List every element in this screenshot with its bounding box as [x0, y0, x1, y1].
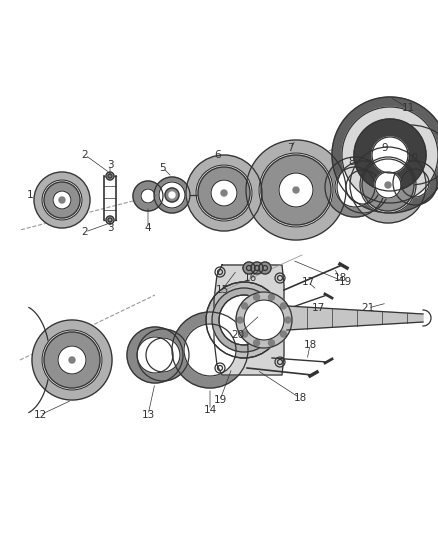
- Text: 5: 5: [160, 163, 166, 173]
- Polygon shape: [58, 346, 86, 374]
- Polygon shape: [106, 172, 114, 180]
- Polygon shape: [137, 329, 189, 381]
- Text: 9: 9: [381, 143, 389, 153]
- Text: 3: 3: [107, 223, 113, 233]
- Polygon shape: [325, 157, 385, 217]
- Polygon shape: [244, 300, 284, 340]
- Polygon shape: [346, 170, 380, 204]
- Polygon shape: [401, 169, 429, 197]
- Polygon shape: [137, 337, 173, 373]
- Polygon shape: [34, 172, 90, 228]
- Polygon shape: [360, 157, 416, 213]
- Polygon shape: [246, 140, 346, 240]
- Text: 8: 8: [349, 157, 355, 167]
- Polygon shape: [354, 119, 426, 191]
- Polygon shape: [362, 159, 414, 211]
- Polygon shape: [261, 155, 331, 225]
- Polygon shape: [219, 295, 269, 345]
- Text: 6: 6: [215, 150, 221, 160]
- Polygon shape: [219, 295, 269, 345]
- Polygon shape: [146, 338, 180, 372]
- Polygon shape: [254, 294, 260, 300]
- Text: 13: 13: [141, 410, 155, 420]
- Polygon shape: [106, 216, 114, 224]
- Polygon shape: [53, 191, 71, 209]
- Text: 4: 4: [145, 223, 151, 233]
- Polygon shape: [243, 262, 255, 274]
- Polygon shape: [165, 188, 179, 202]
- Polygon shape: [337, 161, 389, 213]
- Polygon shape: [268, 294, 275, 300]
- Polygon shape: [372, 137, 408, 173]
- Polygon shape: [206, 282, 282, 358]
- Polygon shape: [172, 312, 248, 388]
- Polygon shape: [42, 330, 102, 390]
- Polygon shape: [342, 107, 438, 203]
- Polygon shape: [198, 167, 250, 219]
- Polygon shape: [196, 165, 252, 221]
- Polygon shape: [59, 197, 65, 203]
- Polygon shape: [393, 161, 437, 205]
- Polygon shape: [280, 331, 286, 337]
- Polygon shape: [44, 182, 80, 218]
- Polygon shape: [332, 97, 438, 213]
- Text: 15: 15: [215, 285, 229, 295]
- Polygon shape: [184, 324, 236, 376]
- Polygon shape: [385, 182, 391, 188]
- Text: 7: 7: [287, 143, 293, 153]
- Polygon shape: [375, 172, 401, 198]
- Text: 20: 20: [231, 330, 244, 340]
- Polygon shape: [214, 265, 284, 375]
- Polygon shape: [350, 147, 426, 223]
- Text: 11: 11: [401, 103, 415, 113]
- Polygon shape: [279, 173, 313, 207]
- Polygon shape: [154, 177, 190, 213]
- Polygon shape: [293, 187, 299, 193]
- Text: 3: 3: [107, 160, 113, 170]
- Polygon shape: [159, 182, 185, 208]
- Polygon shape: [44, 332, 100, 388]
- Text: 17: 17: [301, 277, 314, 287]
- Text: 18: 18: [304, 340, 317, 350]
- Polygon shape: [141, 189, 155, 203]
- Polygon shape: [169, 192, 175, 198]
- Polygon shape: [32, 320, 112, 400]
- Polygon shape: [259, 262, 271, 274]
- Polygon shape: [42, 180, 82, 220]
- Text: 17: 17: [311, 303, 325, 313]
- Polygon shape: [133, 181, 163, 211]
- Polygon shape: [127, 327, 183, 383]
- Polygon shape: [285, 317, 291, 323]
- Polygon shape: [186, 155, 262, 231]
- Text: 10: 10: [406, 153, 419, 163]
- Polygon shape: [237, 317, 243, 323]
- Polygon shape: [242, 331, 247, 337]
- Polygon shape: [242, 303, 247, 309]
- Polygon shape: [254, 340, 260, 346]
- Text: 2: 2: [82, 227, 88, 237]
- Polygon shape: [280, 303, 286, 309]
- Text: 16: 16: [244, 273, 257, 283]
- Text: 14: 14: [203, 405, 217, 415]
- Polygon shape: [211, 180, 237, 206]
- Text: 18: 18: [293, 393, 307, 403]
- Polygon shape: [268, 340, 275, 346]
- Polygon shape: [212, 288, 276, 352]
- Polygon shape: [221, 190, 227, 196]
- Polygon shape: [69, 357, 75, 363]
- Polygon shape: [259, 153, 333, 227]
- Text: 12: 12: [33, 410, 46, 420]
- Polygon shape: [335, 167, 375, 207]
- Text: 19: 19: [213, 395, 226, 405]
- Text: 21: 21: [361, 303, 374, 313]
- Text: 19: 19: [339, 277, 352, 287]
- Polygon shape: [251, 262, 263, 274]
- Text: 18: 18: [333, 273, 346, 283]
- Polygon shape: [287, 306, 423, 330]
- Polygon shape: [236, 292, 292, 348]
- Text: 2: 2: [82, 150, 88, 160]
- Text: 1: 1: [27, 190, 33, 200]
